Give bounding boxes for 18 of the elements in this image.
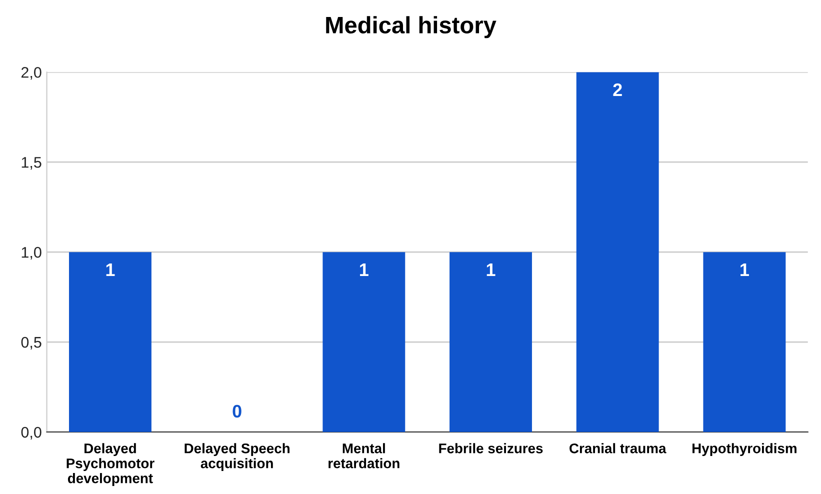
x-tick-label: Delayed Psychomotor development (66, 443, 154, 486)
x-tick-label: Hypothyroidism (692, 443, 796, 456)
y-tick-label: 0,5 (21, 336, 42, 350)
chart-title: Medical history (326, 16, 496, 38)
data-label: 1 (486, 264, 496, 276)
data-label: 1 (106, 264, 115, 276)
data-label: 2 (613, 83, 622, 96)
x-tick-label: Cranial trauma (570, 443, 666, 454)
x-tick-label: Mental retardation (328, 443, 400, 468)
y-tick-label: 2,0 (21, 66, 42, 80)
y-tick-label: 1,5 (22, 157, 42, 170)
y-tick-label: 1,0 (22, 246, 42, 260)
data-label: 1 (740, 264, 749, 276)
x-tick-label: Delayed Speech acquisition (184, 443, 290, 472)
y-tick-label: 0,0 (21, 426, 42, 440)
x-tick-label: Febrile seizures (439, 443, 543, 454)
data-label: 0 (232, 404, 242, 418)
data-label: 1 (360, 264, 368, 276)
